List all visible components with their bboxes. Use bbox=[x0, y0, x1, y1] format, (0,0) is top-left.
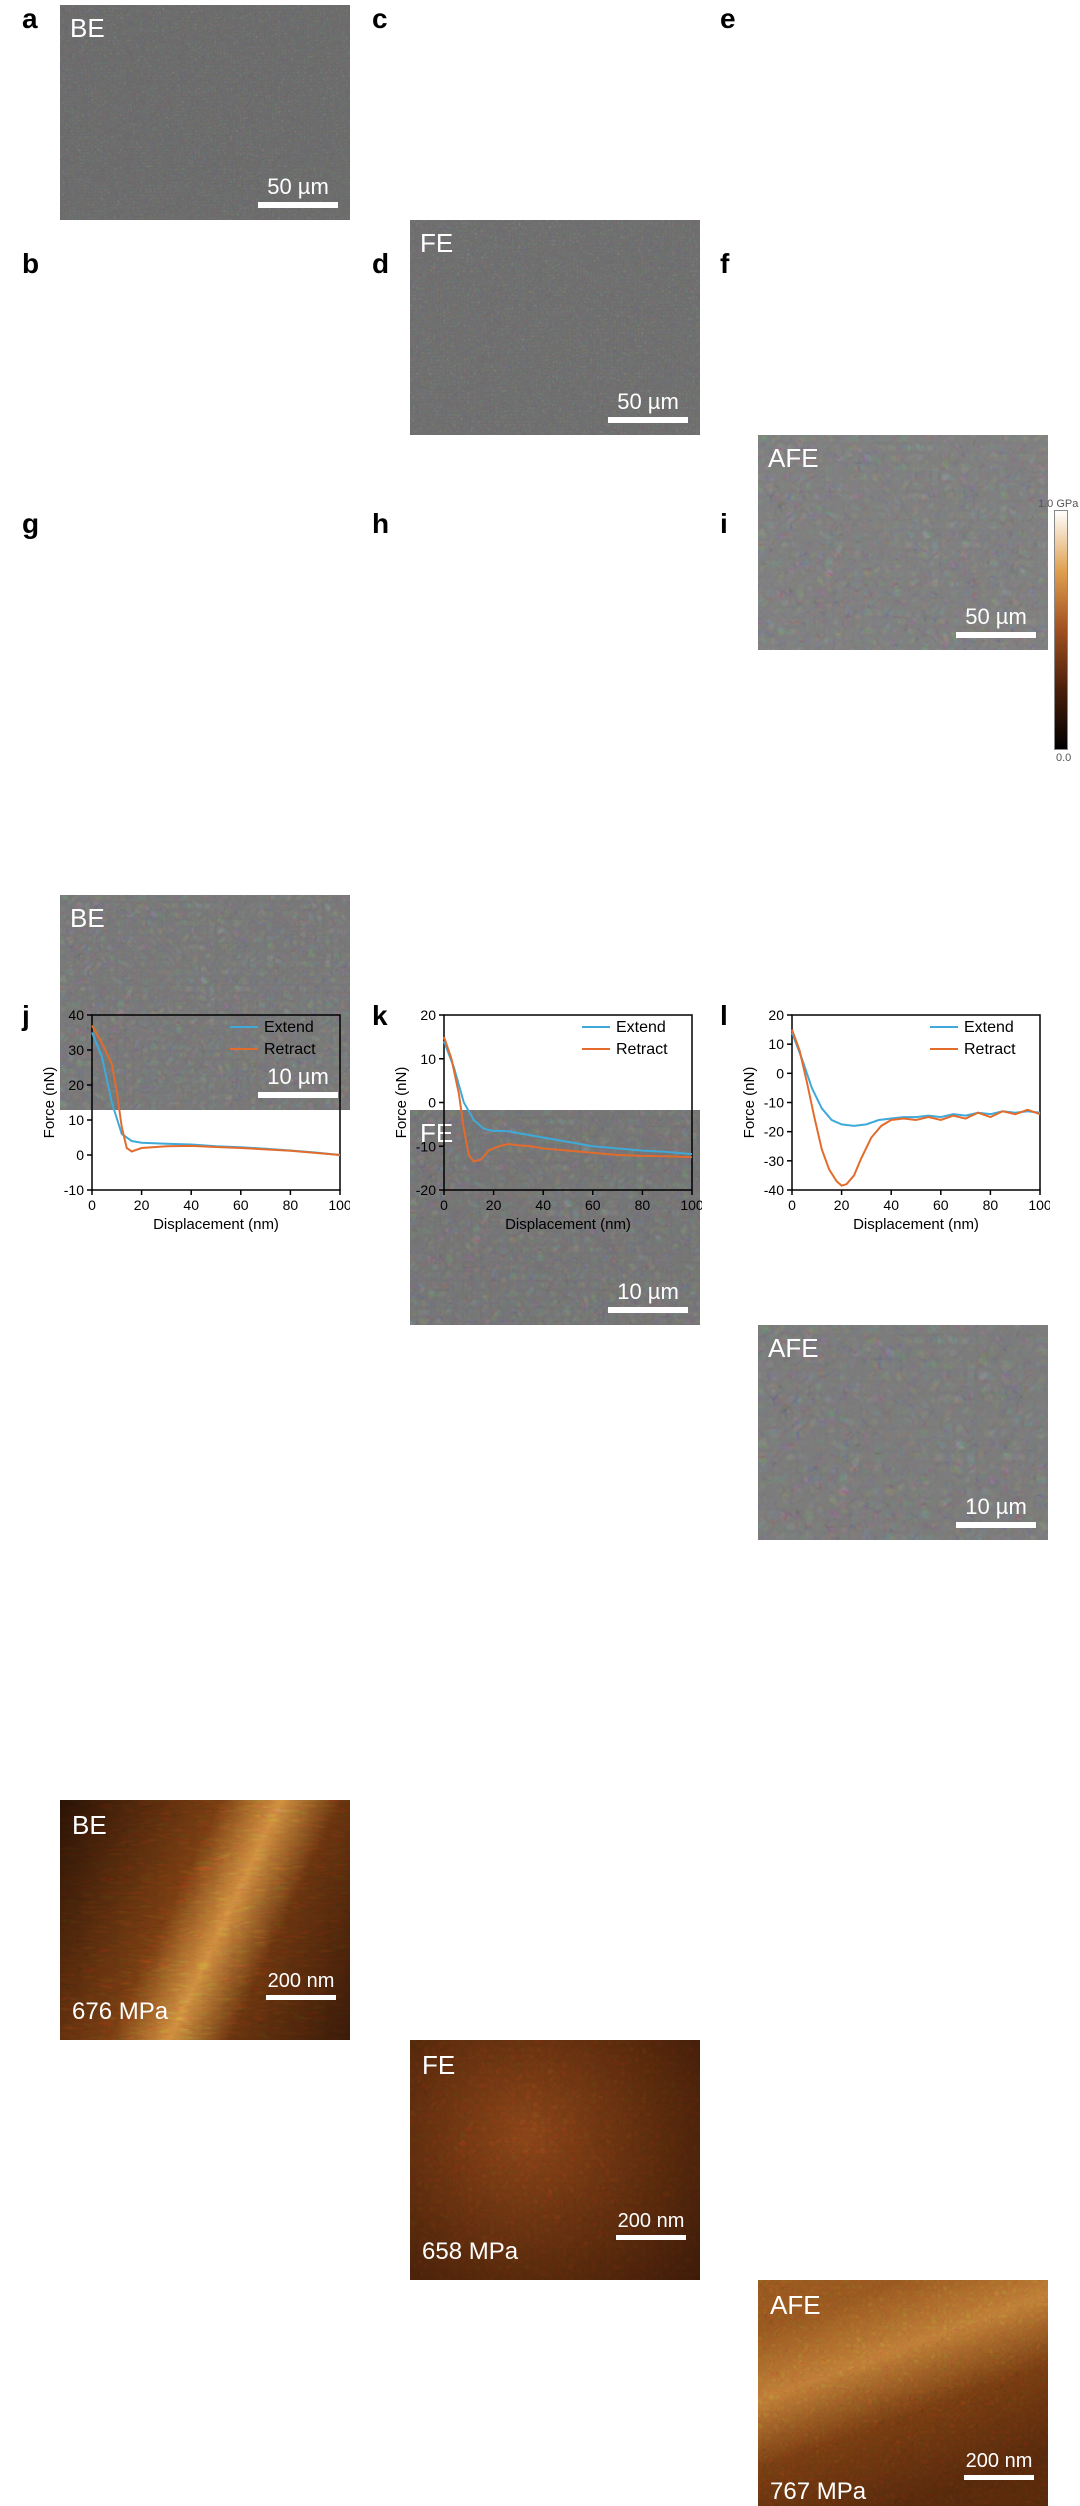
svg-text:20: 20 bbox=[134, 1197, 150, 1213]
colorbar-bottom-label: 0.0 bbox=[1056, 752, 1071, 764]
svg-text:-10: -10 bbox=[764, 1095, 784, 1111]
panel-label-b: b bbox=[22, 248, 39, 280]
svg-text:40: 40 bbox=[883, 1197, 899, 1213]
force-chart-j: 020406080100-10010203040Displacement (nm… bbox=[40, 1005, 350, 1235]
svg-text:0: 0 bbox=[76, 1147, 84, 1163]
svg-text:0: 0 bbox=[440, 1197, 448, 1213]
svg-text:20: 20 bbox=[486, 1197, 502, 1213]
svg-text:Force (nN): Force (nN) bbox=[41, 1067, 58, 1139]
type-label: BE bbox=[70, 13, 105, 44]
svg-text:-30: -30 bbox=[764, 1153, 784, 1169]
svg-text:100: 100 bbox=[1028, 1197, 1050, 1213]
svg-text:80: 80 bbox=[983, 1197, 999, 1213]
panel-label-f: f bbox=[720, 248, 729, 280]
sem-panel-f: AFE 10 µm bbox=[758, 1325, 1048, 1540]
scale-bar: 50 µm bbox=[956, 604, 1036, 638]
mpa-value: 658 MPa bbox=[422, 2238, 518, 2266]
type-label: FE bbox=[422, 2050, 455, 2081]
scale-bar: 200 nm bbox=[964, 2450, 1034, 2480]
svg-text:Displacement (nm): Displacement (nm) bbox=[505, 1216, 631, 1233]
type-label: AFE bbox=[768, 443, 819, 474]
panel-label-h: h bbox=[372, 508, 389, 540]
svg-text:80: 80 bbox=[283, 1197, 299, 1213]
afm-panel-h: FE 200 nm 658 MPa bbox=[410, 2040, 700, 2280]
svg-text:20: 20 bbox=[68, 1077, 84, 1093]
sem-panel-c: FE 50 µm bbox=[410, 220, 700, 435]
scale-bar: 10 µm bbox=[956, 1494, 1036, 1528]
scale-bar: 50 µm bbox=[258, 174, 338, 208]
colorbar-top-label: 1.0 GPa bbox=[1038, 498, 1078, 510]
panel-label-d: d bbox=[372, 248, 389, 280]
panel-label-j: j bbox=[22, 1000, 30, 1032]
svg-text:20: 20 bbox=[420, 1007, 436, 1023]
svg-text:0: 0 bbox=[788, 1197, 796, 1213]
type-label: AFE bbox=[770, 2290, 821, 2321]
svg-text:Displacement (nm): Displacement (nm) bbox=[153, 1216, 279, 1233]
panel-label-i: i bbox=[720, 508, 728, 540]
svg-text:Extend: Extend bbox=[264, 1019, 314, 1036]
svg-text:10: 10 bbox=[68, 1112, 84, 1128]
svg-text:20: 20 bbox=[768, 1007, 784, 1023]
svg-text:10: 10 bbox=[768, 1036, 784, 1052]
svg-text:40: 40 bbox=[68, 1007, 84, 1023]
svg-text:Retract: Retract bbox=[964, 1041, 1016, 1058]
svg-text:40: 40 bbox=[535, 1197, 551, 1213]
svg-text:60: 60 bbox=[933, 1197, 949, 1213]
svg-text:-10: -10 bbox=[64, 1182, 84, 1198]
sem-panel-a: BE 50 µm bbox=[60, 5, 350, 220]
scale-bar: 10 µm bbox=[608, 1279, 688, 1313]
panel-label-g: g bbox=[22, 508, 39, 540]
svg-text:0: 0 bbox=[88, 1197, 96, 1213]
panel-label-k: k bbox=[372, 1000, 388, 1032]
type-label: BE bbox=[72, 1810, 107, 1841]
svg-text:20: 20 bbox=[834, 1197, 850, 1213]
svg-text:60: 60 bbox=[233, 1197, 249, 1213]
mpa-value: 676 MPa bbox=[72, 1998, 168, 2026]
panel-label-l: l bbox=[720, 1000, 728, 1032]
svg-text:Extend: Extend bbox=[616, 1019, 666, 1036]
mpa-value: 767 MPa bbox=[770, 2478, 866, 2506]
afm-panel-i: AFE 200 nm 767 MPa bbox=[758, 2280, 1048, 2506]
svg-text:-40: -40 bbox=[764, 1182, 784, 1198]
svg-text:80: 80 bbox=[635, 1197, 651, 1213]
afm-panel-g: BE 200 nm 676 MPa bbox=[60, 1800, 350, 2040]
panel-label-c: c bbox=[372, 3, 388, 35]
svg-text:Retract: Retract bbox=[616, 1041, 668, 1058]
svg-text:Displacement (nm): Displacement (nm) bbox=[853, 1216, 979, 1233]
svg-text:0: 0 bbox=[776, 1065, 784, 1081]
force-chart-k: 020406080100-20-1001020Displacement (nm)… bbox=[392, 1005, 702, 1235]
svg-text:Extend: Extend bbox=[964, 1019, 1014, 1036]
svg-text:100: 100 bbox=[680, 1197, 702, 1213]
svg-text:10: 10 bbox=[420, 1051, 436, 1067]
svg-text:60: 60 bbox=[585, 1197, 601, 1213]
svg-text:-20: -20 bbox=[764, 1124, 784, 1140]
type-label: AFE bbox=[768, 1333, 819, 1364]
svg-text:Force (nN): Force (nN) bbox=[741, 1067, 758, 1139]
afm-colorbar bbox=[1054, 510, 1068, 750]
panel-label-e: e bbox=[720, 3, 736, 35]
scale-bar: 200 nm bbox=[266, 1970, 336, 2000]
svg-text:0: 0 bbox=[428, 1095, 436, 1111]
sem-panel-e: AFE 50 µm bbox=[758, 435, 1048, 650]
scale-bar: 50 µm bbox=[608, 389, 688, 423]
type-label: FE bbox=[420, 228, 453, 259]
type-label: BE bbox=[70, 903, 105, 934]
scale-bar: 200 nm bbox=[616, 2210, 686, 2240]
svg-text:-10: -10 bbox=[416, 1138, 436, 1154]
svg-text:Retract: Retract bbox=[264, 1041, 316, 1058]
svg-text:Force (nN): Force (nN) bbox=[393, 1067, 410, 1139]
svg-text:40: 40 bbox=[183, 1197, 199, 1213]
svg-text:30: 30 bbox=[68, 1042, 84, 1058]
svg-text:100: 100 bbox=[328, 1197, 350, 1213]
svg-text:-20: -20 bbox=[416, 1182, 436, 1198]
force-chart-l: 020406080100-40-30-20-1001020Displacemen… bbox=[740, 1005, 1050, 1235]
panel-label-a: a bbox=[22, 3, 38, 35]
